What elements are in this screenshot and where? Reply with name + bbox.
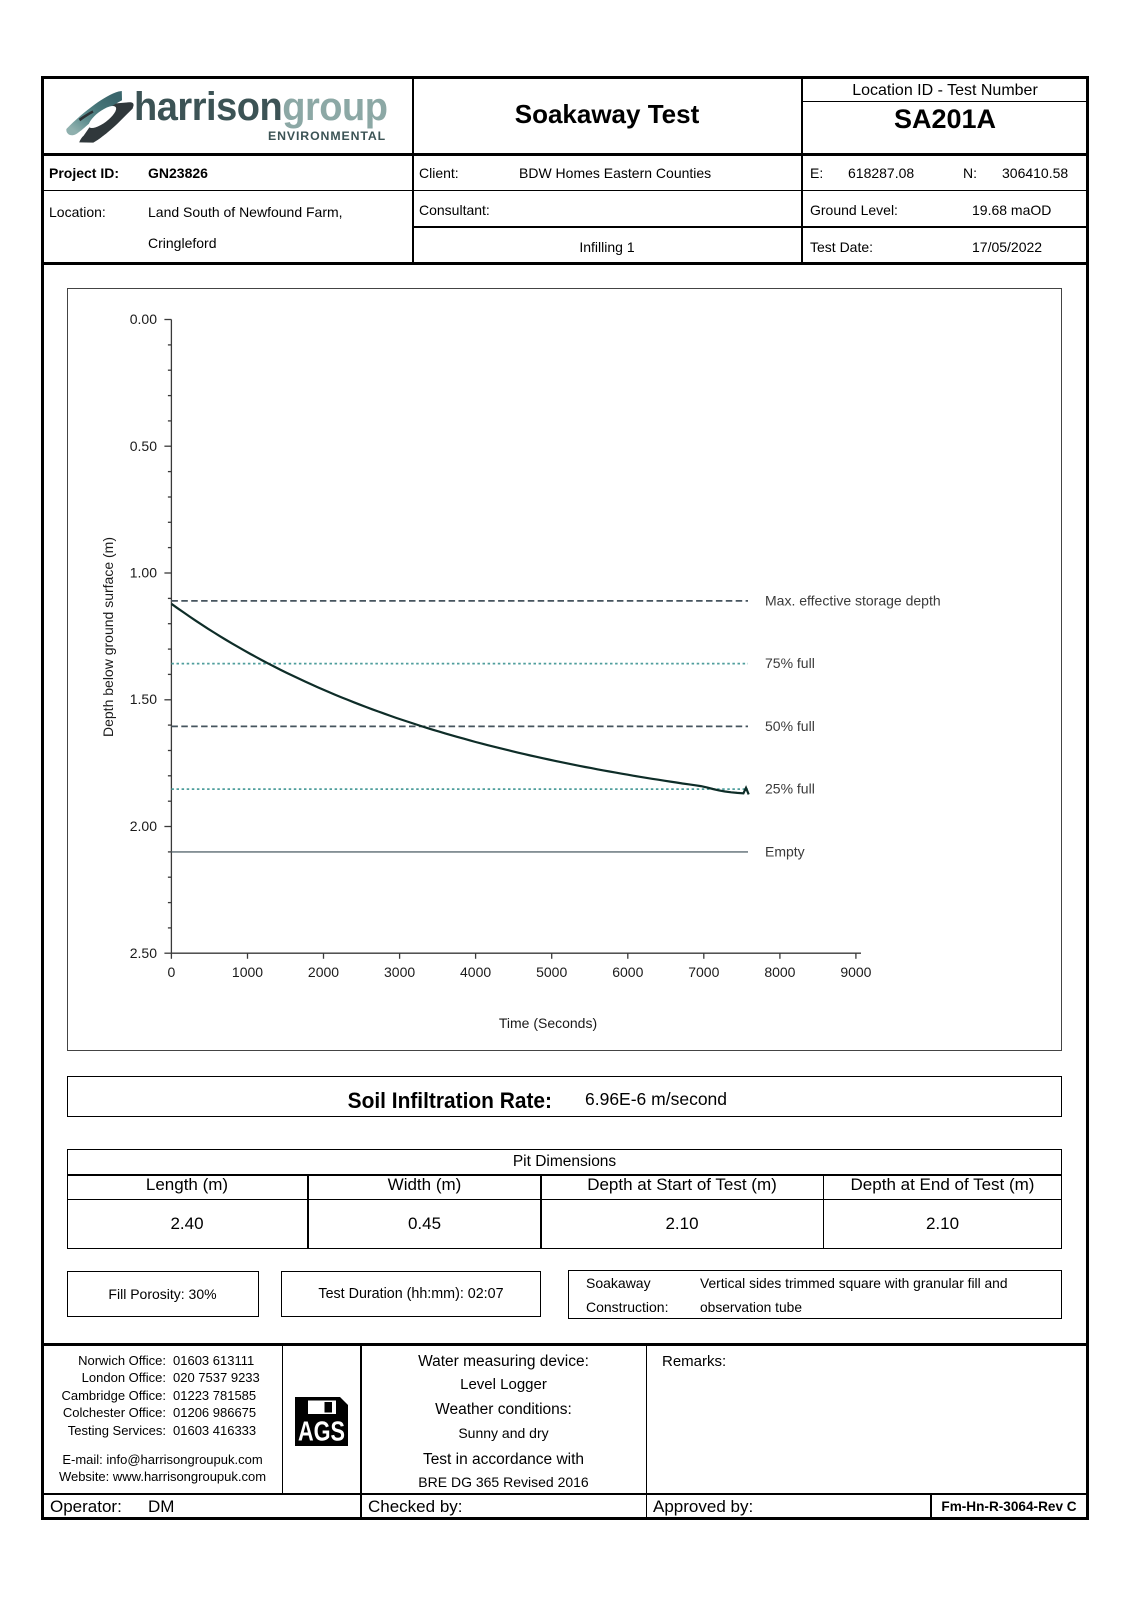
svg-text:3000: 3000 (384, 964, 415, 980)
svg-text:0: 0 (168, 964, 176, 980)
svg-text:50% full: 50% full (765, 718, 815, 734)
svg-text:4000: 4000 (460, 964, 491, 980)
svg-text:75% full: 75% full (765, 655, 815, 671)
svg-text:Time (Seconds): Time (Seconds) (499, 1015, 597, 1031)
svg-text:2.00: 2.00 (130, 818, 157, 834)
svg-text:2000: 2000 (308, 964, 339, 980)
svg-text:Empty: Empty (765, 843, 805, 859)
svg-text:1.00: 1.00 (130, 565, 157, 581)
svg-text:7000: 7000 (688, 964, 719, 980)
svg-text:AGS: AGS (298, 1416, 345, 1447)
svg-text:5000: 5000 (536, 964, 567, 980)
svg-text:2.50: 2.50 (130, 945, 157, 961)
svg-text:0.50: 0.50 (130, 438, 157, 454)
svg-text:0.00: 0.00 (130, 311, 157, 327)
svg-text:1.50: 1.50 (130, 691, 157, 707)
svg-text:8000: 8000 (764, 964, 795, 980)
svg-text:Max. effective storage depth: Max. effective storage depth (765, 592, 941, 608)
svg-text:25% full: 25% full (765, 781, 815, 797)
svg-text:Depth below ground surface (m): Depth below ground surface (m) (100, 537, 116, 737)
svg-text:9000: 9000 (840, 964, 871, 980)
svg-text:6000: 6000 (612, 964, 643, 980)
svg-text:1000: 1000 (232, 964, 263, 980)
